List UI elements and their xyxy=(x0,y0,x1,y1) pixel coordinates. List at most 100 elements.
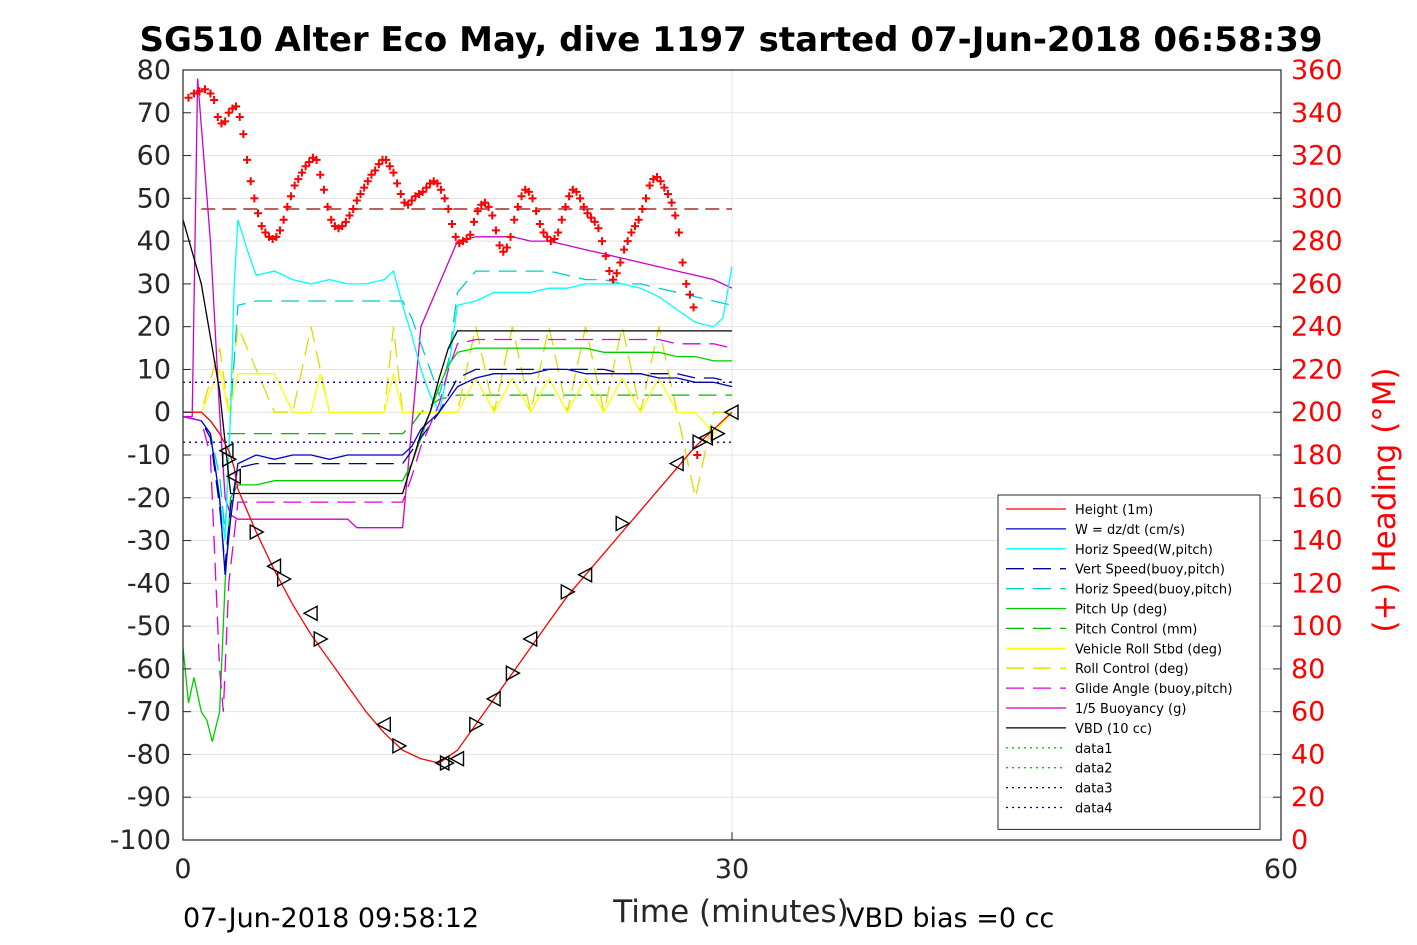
heading-point xyxy=(243,155,252,164)
heading-point xyxy=(279,215,288,224)
heading-point xyxy=(261,228,270,237)
heading-point xyxy=(235,113,244,122)
heading-point xyxy=(652,172,661,181)
heading-point xyxy=(532,207,541,216)
heading-point xyxy=(367,170,376,179)
heading-point xyxy=(341,217,350,226)
legend-label: data2 xyxy=(1075,762,1113,777)
legend-box xyxy=(997,494,1261,830)
heading-point xyxy=(671,211,680,220)
heading-point xyxy=(462,234,471,243)
series-line-0 xyxy=(183,411,733,764)
heading-point xyxy=(693,451,702,459)
heading-point xyxy=(641,194,650,203)
y-right-tick-label: 80 xyxy=(1291,654,1325,685)
y-tick-label: 0 xyxy=(154,397,171,428)
heading-point xyxy=(598,237,607,246)
heading-point xyxy=(286,192,295,201)
y-tick-label: 30 xyxy=(137,269,171,300)
heading-point xyxy=(466,230,475,239)
y-right-tick-label: 340 xyxy=(1291,98,1343,129)
heading-point xyxy=(609,275,618,284)
heading-point xyxy=(499,247,508,256)
y-right-axis-label: (+) Heading (°M) xyxy=(1367,367,1403,632)
y-right-tick-label: 260 xyxy=(1291,269,1343,300)
legend-label: 1/5 Buoyancy (g) xyxy=(1075,702,1186,717)
legend-label: Horiz Speed(buoy,pitch) xyxy=(1075,583,1232,598)
depth-marker xyxy=(485,690,501,708)
heading-point xyxy=(502,243,511,252)
heading-point xyxy=(422,183,431,192)
heading-point xyxy=(396,190,405,199)
y-tick-label: -30 xyxy=(127,526,171,557)
heading-point xyxy=(213,113,222,122)
heading-point xyxy=(678,258,687,267)
heading-point xyxy=(480,198,489,207)
y-right-tick-label: 360 xyxy=(1291,55,1343,86)
legend-label: Horiz Speed(W,pitch) xyxy=(1075,543,1213,558)
y-right-tick-label: 60 xyxy=(1291,697,1325,728)
series-line-1 xyxy=(182,368,733,575)
series-line-9 xyxy=(182,338,733,712)
heading-point xyxy=(605,267,614,276)
heading-point xyxy=(631,222,640,231)
heading-point xyxy=(444,205,453,214)
heading-point xyxy=(275,226,284,235)
y-right-tick-label: 20 xyxy=(1291,782,1325,813)
heading-point xyxy=(674,228,683,237)
heading-point xyxy=(469,217,478,226)
legend: Height (1m) W = dz/dt (cm/s) Horiz Speed(W… xyxy=(997,494,1261,830)
heading-point xyxy=(349,205,358,214)
legend-label: data1 xyxy=(1075,742,1113,757)
heading-point xyxy=(323,202,332,211)
heading-point xyxy=(206,89,215,98)
y-tick-label: 10 xyxy=(137,354,171,385)
heading-point xyxy=(572,187,581,196)
depth-markers xyxy=(218,404,739,772)
y-tick-label: 70 xyxy=(137,98,171,129)
heading-point xyxy=(484,202,493,211)
heading-point xyxy=(440,194,449,203)
heading-points xyxy=(184,85,702,459)
heading-point xyxy=(473,207,482,216)
heading-point xyxy=(200,85,209,94)
legend-label: Pitch Control (mm) xyxy=(1075,622,1197,637)
depth-marker xyxy=(266,558,282,575)
y-right-tick-label: 300 xyxy=(1291,183,1343,214)
y-right-tick-label: 140 xyxy=(1291,526,1343,557)
heading-point xyxy=(645,181,654,190)
heading-point xyxy=(290,181,299,190)
footer-date: 07-Jun-2018 09:58:12 xyxy=(183,903,479,934)
axis-ticks: 80706050403020100-10-20-30-40-50-60-70-8… xyxy=(110,55,1343,885)
legend-label: Pitch Up (deg) xyxy=(1075,603,1167,618)
heading-point xyxy=(360,183,369,192)
heading-point xyxy=(437,185,446,194)
y-tick-label: 80 xyxy=(137,55,171,86)
y-tick-label: -80 xyxy=(127,739,171,770)
legend-label: Glide Angle (buoy,pitch) xyxy=(1075,682,1233,697)
depth-marker xyxy=(710,425,726,442)
y-right-tick-label: 280 xyxy=(1291,226,1343,257)
legend-label: data3 xyxy=(1075,782,1113,797)
y-tick-label: 60 xyxy=(137,141,171,172)
heading-point xyxy=(189,89,198,98)
heading-point xyxy=(689,303,698,312)
heading-point xyxy=(297,168,306,177)
series-line-7 xyxy=(183,367,733,435)
heading-point xyxy=(385,162,394,171)
depth-marker xyxy=(449,750,465,767)
heading-point xyxy=(579,202,588,211)
heading-point xyxy=(338,222,347,231)
y-tick-label: -20 xyxy=(127,483,171,514)
depth-marker xyxy=(222,451,238,468)
y-tick-label: -40 xyxy=(127,568,171,599)
depth-marker xyxy=(276,570,293,588)
heading-point xyxy=(539,228,548,237)
y-right-tick-label: 40 xyxy=(1291,739,1325,770)
heading-point xyxy=(528,194,537,203)
depth-marker xyxy=(434,754,450,772)
heading-point xyxy=(393,179,402,188)
y-tick-label: -100 xyxy=(110,825,171,856)
heading-point xyxy=(524,187,533,196)
